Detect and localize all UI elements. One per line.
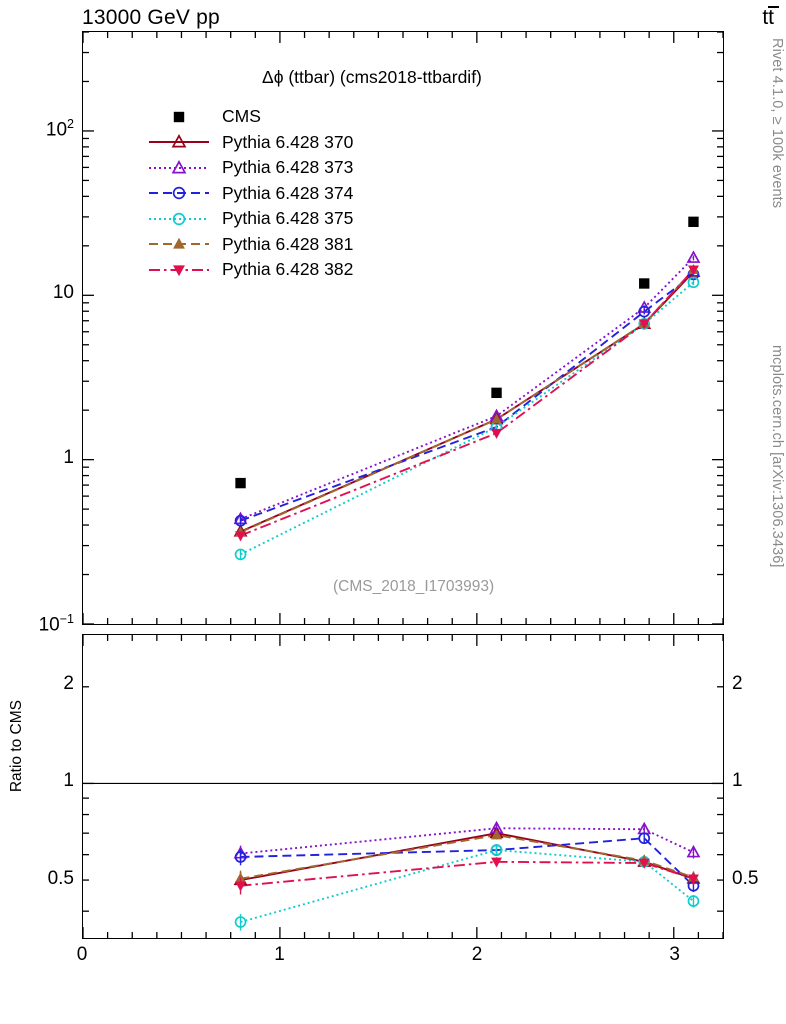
legend-item-pythia-6-428-370[interactable]: Pythia 6.428 370 xyxy=(148,130,353,156)
legend-label: Pythia 6.428 370 xyxy=(222,131,354,152)
plot-title: Δϕ (ttbar) (cms2018-ttbardif) xyxy=(262,67,482,87)
ratio-plot-panel xyxy=(82,634,724,939)
xtick-0: 0 xyxy=(76,944,88,965)
legend-item-pythia-6-428-375[interactable]: Pythia 6.428 375 xyxy=(148,206,353,232)
legend-item-pythia-6-428-382[interactable]: Pythia 6.428 382 xyxy=(148,257,353,283)
main-ytick-2: 1 xyxy=(63,447,74,469)
main-plot-canvas xyxy=(82,31,724,625)
legend-item-pythia-6-428-373[interactable]: Pythia 6.428 373 xyxy=(148,155,353,181)
rivet-version-caption: Rivet 4.1.0, ≥ 100k events xyxy=(769,38,785,209)
ratio-ytick-right-1: 1 xyxy=(732,770,743,792)
legend-key-6 xyxy=(148,259,210,281)
legend-key-4 xyxy=(148,208,210,230)
legend-item-pythia-6-428-381[interactable]: Pythia 6.428 381 xyxy=(148,232,353,258)
ratio-plot-canvas xyxy=(82,635,724,938)
ratio-ytick-right-0: 2 xyxy=(732,673,743,695)
process-label: tt xyxy=(762,6,780,30)
legend-label: CMS xyxy=(222,106,261,127)
main-ytick-1: 10 xyxy=(52,282,74,304)
legend-item-pythia-6-428-374[interactable]: Pythia 6.428 374 xyxy=(148,181,353,207)
legend-label: Pythia 6.428 373 xyxy=(222,157,354,178)
overline-bar xyxy=(768,6,780,8)
legend-label: Pythia 6.428 382 xyxy=(222,259,354,280)
legend: CMS Pythia 6.428 370 Pythia 6.428 373 Pythi… xyxy=(148,104,353,283)
legend-key-5 xyxy=(148,233,210,255)
xtick-1: 1 xyxy=(274,944,285,965)
xtick-2: 2 xyxy=(471,944,483,965)
main-plot-panel xyxy=(82,31,724,625)
legend-key-1 xyxy=(148,131,210,153)
mcplots-source-caption: mcplots.cern.ch [arXiv:1306.3436] xyxy=(769,345,785,568)
xtick-3: 3 xyxy=(669,944,680,965)
legend-key-2 xyxy=(148,157,210,179)
beam-energy-label: 13000 GeV pp xyxy=(82,6,220,29)
main-ytick-3: 10−1 xyxy=(38,612,74,636)
ratio-ytick-left-1: 1 xyxy=(63,770,74,792)
legend-key-3 xyxy=(148,182,210,204)
ratio-ytick-right-2: 0.5 xyxy=(732,867,759,889)
legend-label: Pythia 6.428 375 xyxy=(222,208,354,229)
ratio-ytick-left-2: 0.5 xyxy=(47,867,74,889)
legend-label: Pythia 6.428 381 xyxy=(222,233,354,254)
main-ytick-0: 102 xyxy=(45,117,74,141)
ratio-axis-label: Ratio to CMS xyxy=(8,700,25,793)
legend-item-cms[interactable]: CMS xyxy=(148,104,353,130)
analysis-id-watermark: (CMS_2018_I1703993) xyxy=(333,578,495,595)
ratio-ytick-left-0: 2 xyxy=(63,673,74,695)
legend-key-0 xyxy=(148,106,210,128)
legend-label: Pythia 6.428 374 xyxy=(222,182,354,203)
